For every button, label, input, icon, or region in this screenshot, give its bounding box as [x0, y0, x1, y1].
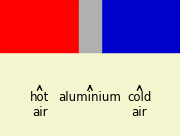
Text: cold
air: cold air [127, 91, 152, 119]
Text: aluminium: aluminium [58, 91, 122, 104]
Bar [0, 0, 79, 52]
Bar [101, 0, 180, 52]
Bar [79, 0, 101, 52]
Text: hot
air: hot air [30, 91, 49, 119]
